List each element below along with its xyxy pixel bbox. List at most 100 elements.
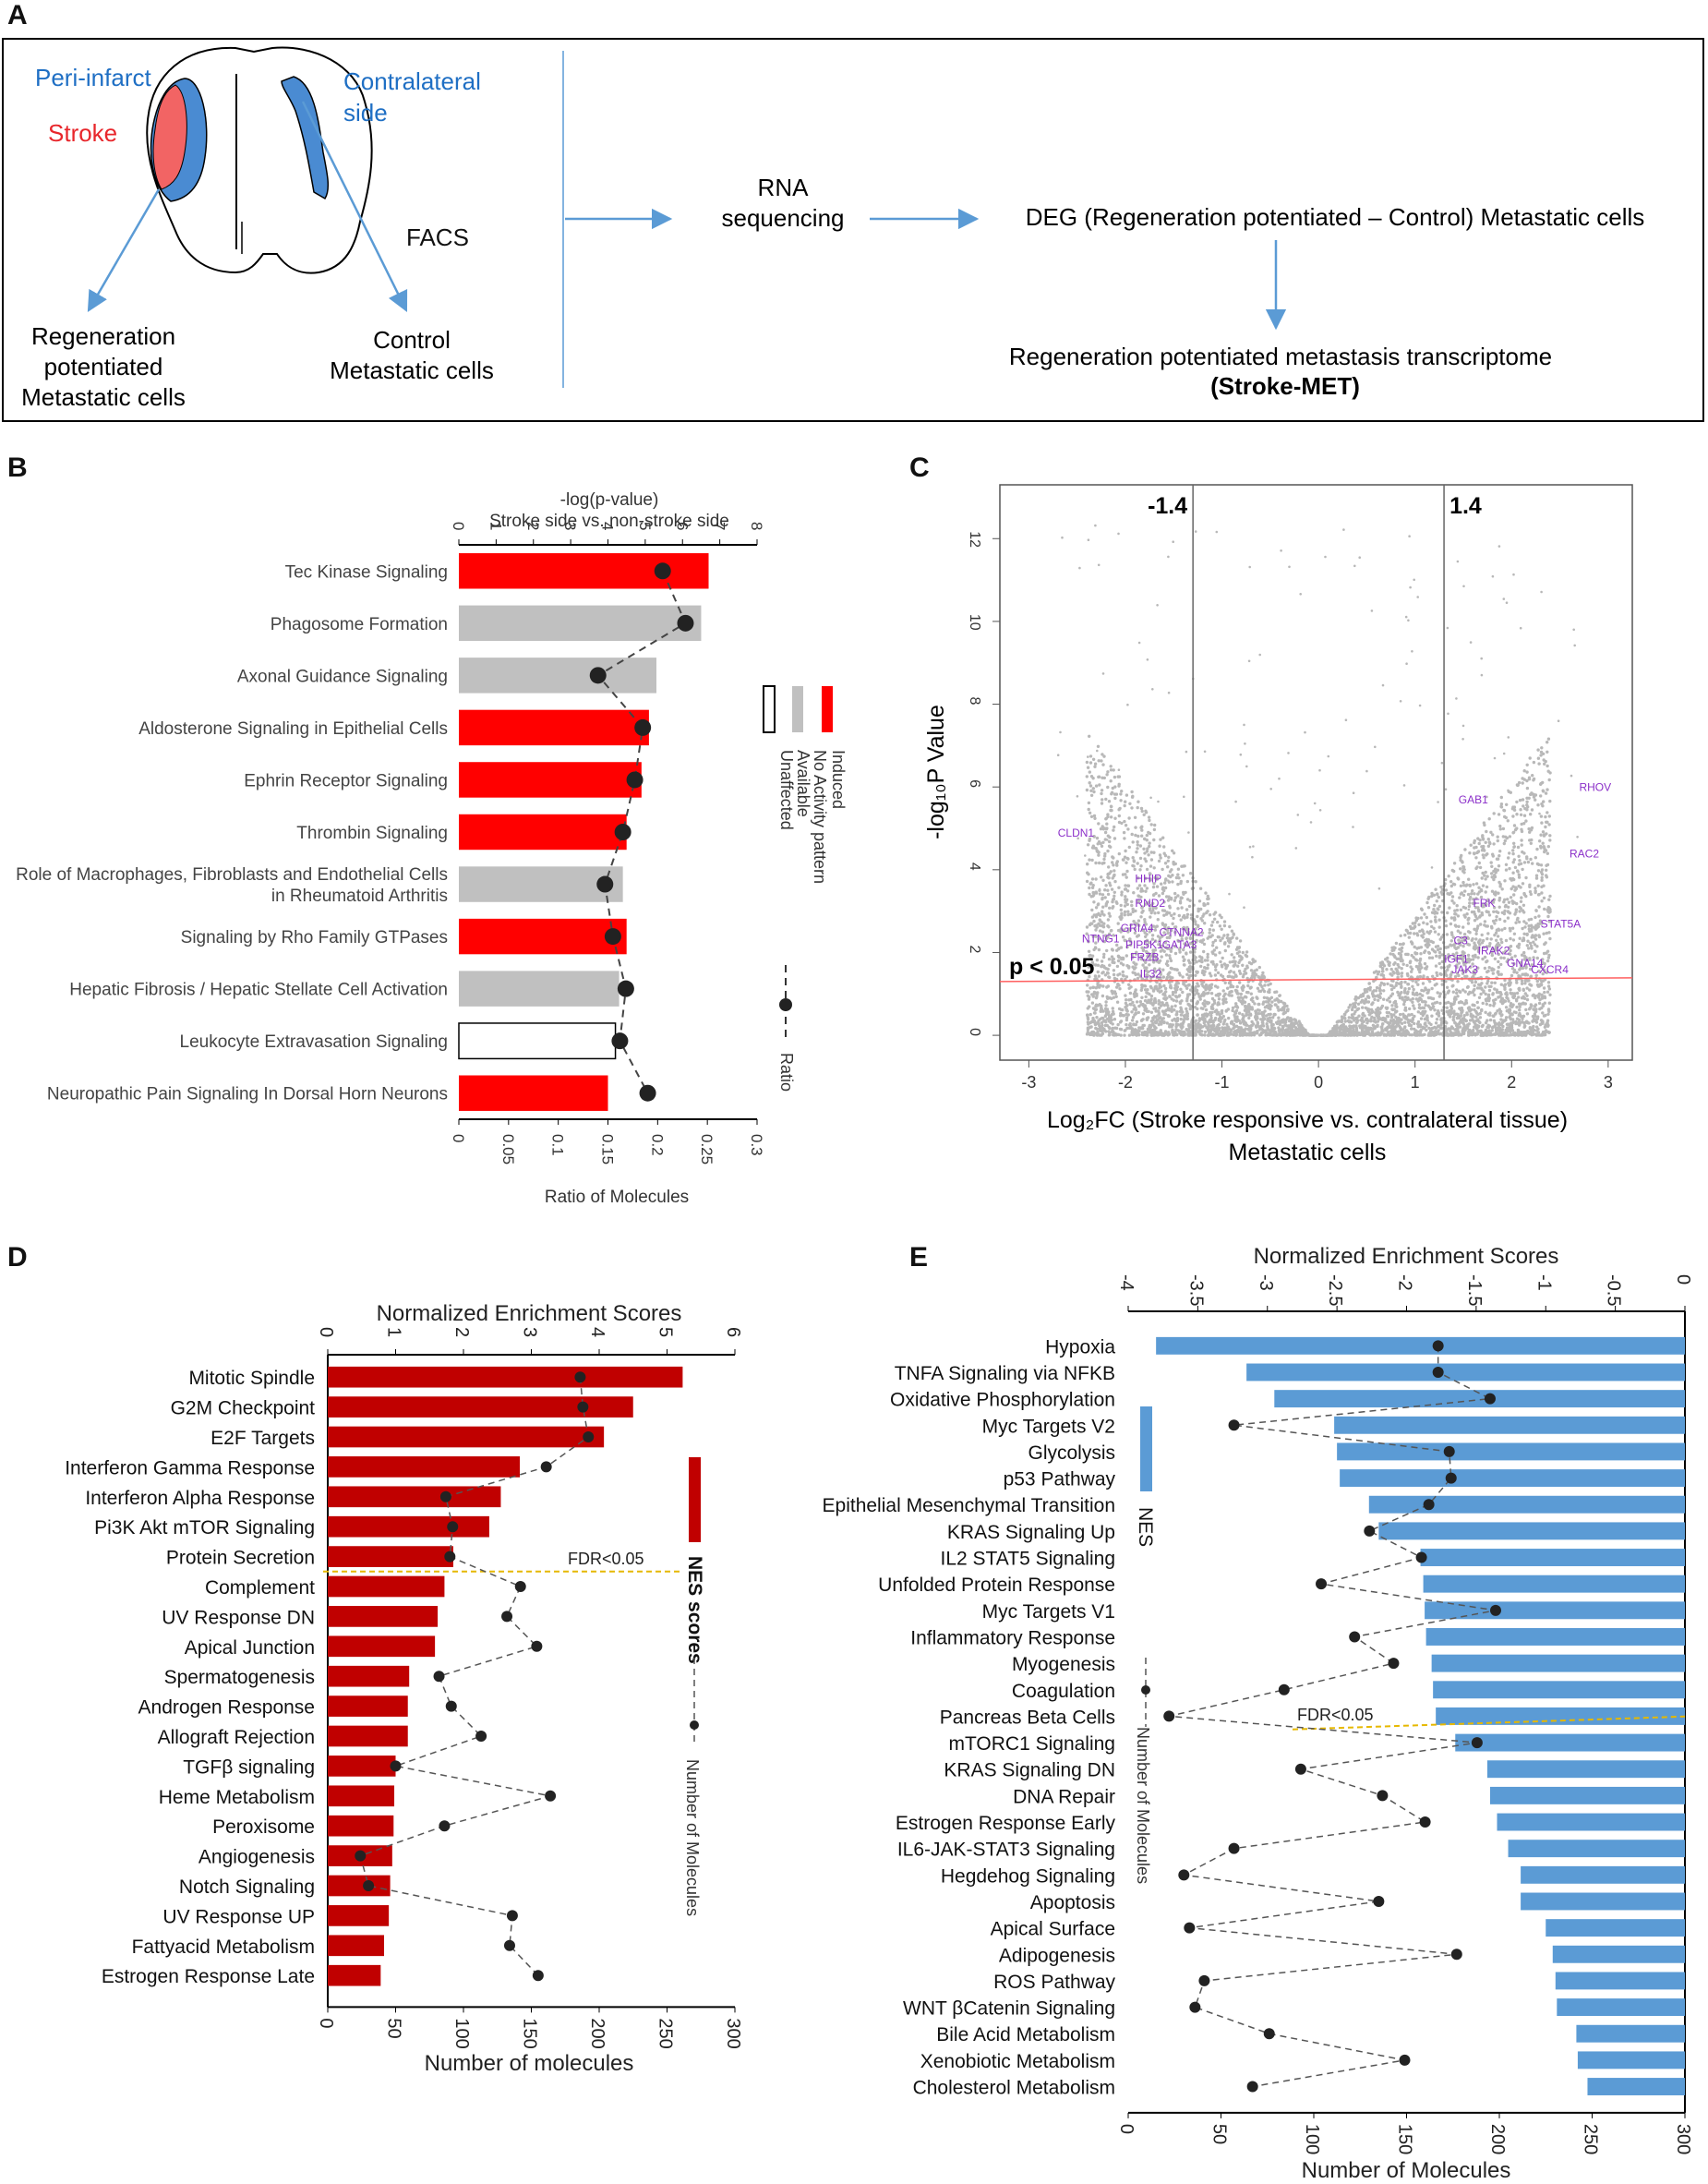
b-ratio-point-6 xyxy=(596,875,614,893)
d-top-tick-label: 3 xyxy=(520,1327,540,1337)
regen-label-2: potentiated xyxy=(44,353,163,380)
d-bar-1 xyxy=(328,1396,633,1418)
c-gene-label-4: GRIA4 xyxy=(1121,922,1154,935)
c-x-tick-label: 0 xyxy=(1314,1073,1323,1092)
d-bar-9 xyxy=(328,1635,436,1658)
c-x-tick-label: -2 xyxy=(1118,1073,1133,1092)
regen-label: Regeneration xyxy=(31,322,175,350)
peri-infarct-label: Peri-infarct xyxy=(35,64,151,91)
b-category-label: Role of Macrophages, Fibroblasts and End… xyxy=(16,865,448,885)
e-molecules-point-16 xyxy=(1294,1763,1306,1775)
b-ratio-line xyxy=(596,570,687,1094)
e-category-label: Myc Targets V2 xyxy=(982,1416,1115,1437)
b-ratio-point-4 xyxy=(626,771,644,789)
b-top-tick-label: 6 xyxy=(673,522,691,530)
d-category-label: Fattyacid Metabolism xyxy=(132,1937,315,1958)
b-ratio-point-9 xyxy=(611,1032,629,1050)
d-legend-nes: NES scores xyxy=(684,1556,705,1664)
e-molecules-point-0 xyxy=(1432,1340,1444,1352)
e-molecules-line xyxy=(1169,1345,1497,2088)
d-category-label: Mitotic Spindle xyxy=(188,1368,315,1389)
e-molecules-point-19 xyxy=(1228,1842,1240,1854)
e-bottom-tick-label: 0 xyxy=(1116,2124,1137,2134)
d-bottom-tick-label: 50 xyxy=(384,2018,404,2038)
c-x-tick-label: 2 xyxy=(1507,1073,1516,1092)
d-bar-10 xyxy=(328,1665,410,1687)
e-molecules-point-10 xyxy=(1489,1604,1501,1616)
e-top-tick-label: -2.5 xyxy=(1325,1274,1345,1306)
d-top-tick-label: 5 xyxy=(656,1327,676,1337)
d-molecules-point-10 xyxy=(433,1671,445,1683)
b-ratio-point-7 xyxy=(604,928,621,946)
b-ratio-point-10 xyxy=(639,1084,656,1102)
e-legend-molecules: Number of Molecules xyxy=(1134,1727,1152,1884)
c-gene-label-13: FRK xyxy=(1473,897,1495,910)
contralateral-label: Contralateral xyxy=(343,67,481,95)
d-bar-4 xyxy=(328,1486,501,1508)
e-molecules-point-12 xyxy=(1388,1658,1400,1670)
d-category-label: Apical Junction xyxy=(185,1637,315,1659)
c-y-tick-label: 4 xyxy=(967,863,982,871)
e-bar-19 xyxy=(1508,1840,1685,1858)
d-bottom-tick-label: 100 xyxy=(451,2018,472,2048)
e-category-label: KRAS Signaling DN xyxy=(944,1760,1115,1781)
e-bar-1 xyxy=(1246,1363,1685,1382)
d-category-label: Notch Signaling xyxy=(179,1876,315,1898)
d-category-label: UV Response UP xyxy=(162,1906,315,1927)
b-category-label: Neuropathic Pain Signaling In Dorsal Hor… xyxy=(47,1085,448,1104)
b-bar-0 xyxy=(459,553,709,589)
d-molecules-point-6 xyxy=(444,1551,456,1563)
e-legend-nes: NES xyxy=(1135,1507,1156,1547)
b-category-label: Aldosterone Signaling in Epithelial Cell… xyxy=(138,719,448,739)
e-molecules-point-27 xyxy=(1399,2054,1411,2066)
c-gene-label-5: CTNNA2 xyxy=(1160,926,1204,939)
d-molecules-point-19 xyxy=(503,1939,515,1951)
e-molecules-point-5 xyxy=(1445,1472,1457,1484)
c-gene-label-6: GATA3 xyxy=(1162,938,1197,951)
e-molecules-point-13 xyxy=(1278,1683,1290,1695)
rna-label-2: sequencing xyxy=(722,204,845,232)
d-category-label: Interferon Gamma Response xyxy=(65,1457,315,1478)
d-fdr-label: FDR<0.05 xyxy=(568,1550,644,1568)
b-bar-7 xyxy=(459,918,627,955)
d-bar-14 xyxy=(328,1785,395,1807)
e-molecules-point-6 xyxy=(1423,1499,1435,1511)
e-category-label: Apical Surface xyxy=(991,1919,1115,1940)
e-molecules-point-15 xyxy=(1471,1737,1483,1749)
e-bar-25 xyxy=(1557,1998,1685,2017)
e-bar-26 xyxy=(1576,2024,1685,2043)
e-molecules-point-14 xyxy=(1163,1710,1175,1722)
d-molecules-point-0 xyxy=(574,1371,586,1383)
b-top-tick-label: 8 xyxy=(748,522,765,530)
b-bar-4 xyxy=(459,762,642,798)
e-category-label: KRAS Signaling Up xyxy=(947,1522,1115,1543)
b-bar-5 xyxy=(459,814,627,851)
b-bar-9 xyxy=(458,1022,617,1060)
e-bar-21 xyxy=(1521,1892,1685,1911)
e-bar-23 xyxy=(1552,1945,1685,1963)
e-molecules-point-24 xyxy=(1198,1974,1210,1986)
d-molecules-point-4 xyxy=(439,1490,451,1502)
e-molecules-point-2 xyxy=(1484,1393,1496,1405)
e-top-tick-label: -1 xyxy=(1534,1274,1554,1291)
c-threshold-neg-label: -1.4 xyxy=(1148,493,1187,519)
e-top-axis-title: Normalized Enrichment Scores xyxy=(1254,1244,1559,1269)
d-category-label: Peroxisome xyxy=(212,1816,315,1838)
c-x-tick-label: 3 xyxy=(1604,1073,1613,1092)
e-category-label: TNFA Signaling via NFKB xyxy=(895,1363,1115,1384)
c-x-tick-label: 1 xyxy=(1411,1073,1420,1092)
d-bottom-tick-label: 200 xyxy=(587,2018,607,2048)
e-bar-28 xyxy=(1587,2078,1685,2095)
e-category-label: Pancreas Beta Cells xyxy=(940,1707,1115,1728)
d-bar-2 xyxy=(328,1426,605,1448)
b-x-axis-label: Ratio of Molecules xyxy=(545,1188,689,1207)
d-top-tick-label: 0 xyxy=(316,1327,336,1337)
control-label: Control xyxy=(373,326,451,354)
b-bottom-tick-label: 0.2 xyxy=(648,1134,666,1156)
e-top-tick-label: 0 xyxy=(1673,1274,1693,1285)
d-bar-3 xyxy=(328,1456,521,1478)
b-legend-none: No Activity pattern xyxy=(811,750,829,884)
c-x-tick-label: -3 xyxy=(1021,1073,1036,1092)
d-category-label: Angiogenesis xyxy=(198,1847,315,1868)
b-top-tick-label: 2 xyxy=(524,522,542,530)
